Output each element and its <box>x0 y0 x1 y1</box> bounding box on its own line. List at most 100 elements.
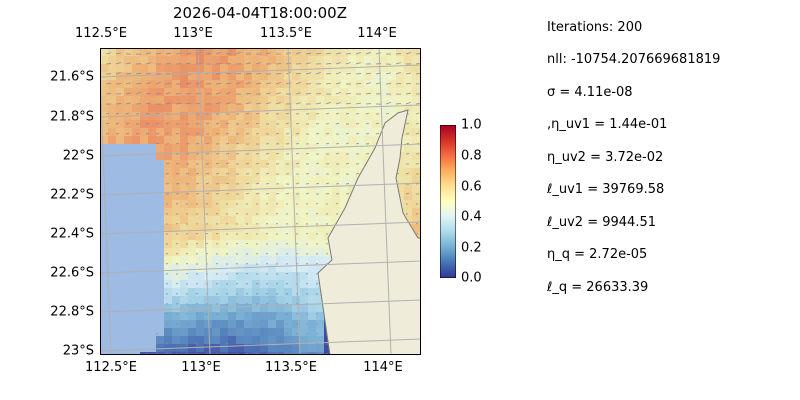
meridian-line <box>197 48 211 355</box>
field-cell <box>388 80 396 88</box>
field-cell <box>116 88 124 96</box>
lon-label-top: 112.5°E <box>75 26 127 41</box>
field-cell <box>276 280 284 288</box>
field-cell <box>340 168 348 176</box>
field-cell <box>164 288 172 296</box>
field-cell <box>236 240 244 248</box>
field-cell <box>396 88 404 96</box>
current-arrow <box>115 52 121 55</box>
field-cell <box>188 104 196 112</box>
field-cell <box>372 128 380 136</box>
field-cell <box>236 288 244 296</box>
field-cell <box>236 216 244 224</box>
field-cell <box>300 224 308 232</box>
field-cell <box>332 168 340 176</box>
current-arrow <box>395 103 402 105</box>
field-cell <box>404 120 412 128</box>
field-cell <box>308 152 316 160</box>
field-cell <box>412 184 420 192</box>
current-arrow <box>265 303 269 305</box>
current-arrow <box>145 52 151 55</box>
current-arrow <box>335 183 340 185</box>
field-cell <box>228 104 236 112</box>
field-cell <box>396 168 404 176</box>
current-arrow <box>355 83 362 85</box>
field-cell <box>308 328 316 336</box>
field-cell <box>244 152 252 160</box>
current-arrow <box>245 72 252 75</box>
field-cell <box>172 264 180 272</box>
current-arrow <box>335 123 340 125</box>
field-cell <box>268 184 276 192</box>
field-cell <box>140 128 148 136</box>
field-cell <box>316 248 324 256</box>
field-cell <box>316 152 324 160</box>
field-cell <box>204 232 212 240</box>
field-cell <box>292 224 300 232</box>
field-cell <box>260 264 268 272</box>
current-arrow <box>275 102 281 105</box>
field-cell <box>316 296 324 304</box>
field-cell <box>276 200 284 208</box>
field-cell <box>260 216 268 224</box>
field-cell <box>244 120 252 128</box>
field-cell <box>252 176 260 184</box>
current-arrow <box>245 182 250 185</box>
current-arrow <box>315 203 319 205</box>
current-arrow <box>365 92 371 95</box>
field-cell <box>180 56 188 64</box>
field-cell <box>356 96 364 104</box>
current-arrow <box>305 152 310 155</box>
field-cell <box>172 176 180 184</box>
coastline-land <box>317 109 421 355</box>
current-arrow <box>355 142 359 145</box>
field-cell <box>332 136 340 144</box>
field-cell <box>388 104 396 112</box>
current-arrow <box>245 102 251 105</box>
field-cell <box>172 232 180 240</box>
field-cell <box>188 304 196 312</box>
field-cell <box>372 112 380 120</box>
field-cell <box>404 104 412 112</box>
current-arrow <box>155 123 160 125</box>
field-cell <box>212 352 220 355</box>
field-cell <box>300 96 308 104</box>
field-cell <box>236 56 244 64</box>
current-arrow <box>175 132 179 135</box>
field-cell <box>396 176 404 184</box>
current-arrow <box>155 142 159 145</box>
field-cell <box>340 184 348 192</box>
field-cell <box>268 192 276 200</box>
field-cell <box>284 136 292 144</box>
field-cell <box>180 280 188 288</box>
field-cell <box>308 312 316 320</box>
current-arrow <box>225 72 232 75</box>
field-cell <box>308 272 316 280</box>
field-cell <box>220 48 228 56</box>
field-cell <box>268 56 276 64</box>
field-cell <box>340 48 348 56</box>
field-cell <box>236 312 244 320</box>
current-arrow <box>155 112 159 115</box>
field-cell <box>348 128 356 136</box>
field-cell <box>308 200 316 208</box>
field-cell <box>276 128 284 136</box>
field-cell <box>300 344 308 352</box>
current-arrow <box>315 283 319 285</box>
field-cell <box>172 216 180 224</box>
field-cell <box>316 312 324 320</box>
field-cell <box>220 56 228 64</box>
field-cell <box>260 144 268 152</box>
field-cell <box>332 48 340 56</box>
field-cell <box>300 176 308 184</box>
lat-label: 23°S <box>62 343 94 359</box>
current-arrow <box>125 132 129 135</box>
field-cell <box>100 56 108 64</box>
field-cell <box>252 248 260 256</box>
field-cell <box>276 176 284 184</box>
current-arrow <box>235 313 239 315</box>
field-cell <box>228 344 236 352</box>
field-cell <box>300 264 308 272</box>
field-cell <box>332 152 340 160</box>
lat-label: 22.4°S <box>50 226 94 242</box>
